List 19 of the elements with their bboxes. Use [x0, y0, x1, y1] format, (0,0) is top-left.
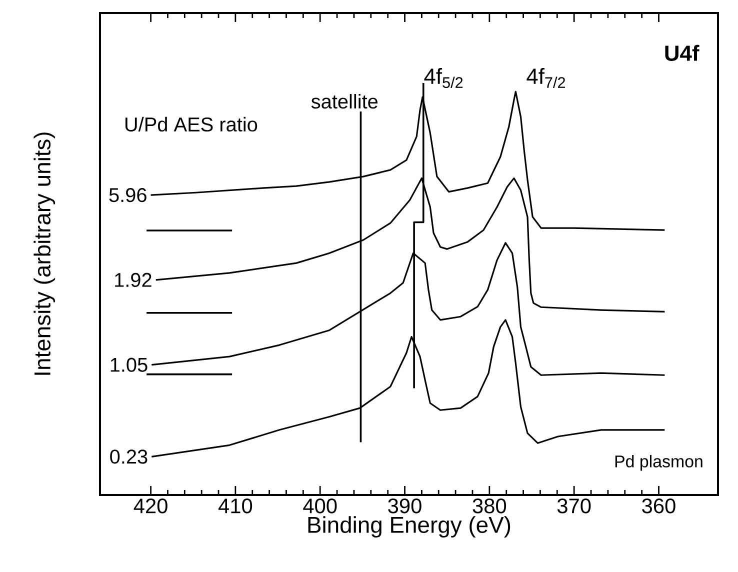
series-label: 1.92 — [115, 272, 152, 287]
x-tick-label: 360 — [642, 498, 676, 514]
x-tick-label: 390 — [388, 498, 422, 514]
x-axis-title: Binding Energy (eV) — [308, 516, 510, 538]
x-tick-label: 380 — [472, 498, 506, 514]
annotation: U/Pd AES ratio — [125, 116, 258, 132]
series-label: 1.05 — [110, 358, 148, 372]
annotation: 4f$_{7/2}$ — [526, 68, 566, 88]
x-tick-label: 410 — [218, 498, 252, 514]
text: U4f — [665, 44, 700, 62]
series-label: 5.96 — [109, 188, 146, 202]
annotation: satellite — [311, 94, 378, 109]
y-axis-title: Intensity (arbitrary units) — [34, 132, 56, 375]
series-label: 0.23 — [110, 450, 148, 464]
annotation: 4f$_{5/2}$ — [424, 68, 463, 88]
x-tick-label: 420 — [134, 498, 168, 514]
annotation: Pd plasmon — [615, 454, 702, 471]
x-tick-label: 370 — [557, 498, 591, 514]
x-tick-label: 400 — [303, 498, 337, 514]
